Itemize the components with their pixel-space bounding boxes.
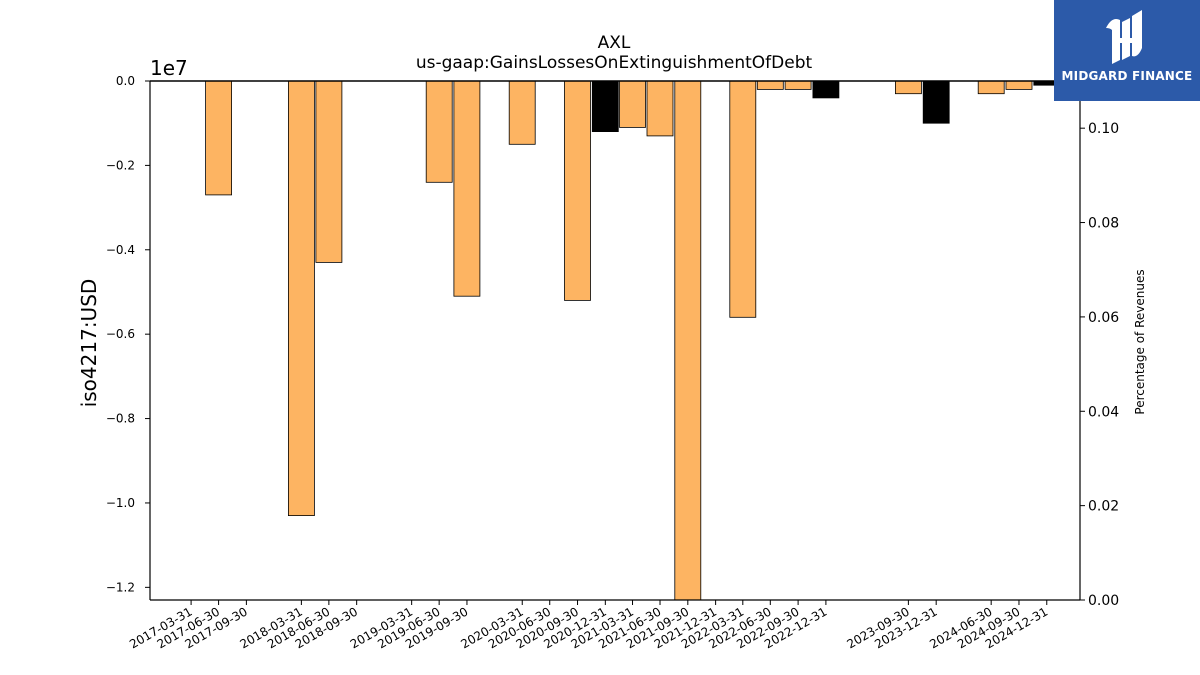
bar	[674, 80, 702, 601]
y2-tick-label: 0.00	[1088, 593, 1119, 609]
y2-tick-label: 0.02	[1088, 499, 1119, 515]
bar	[756, 80, 784, 90]
logo-text: MIDGARD FINANCE	[1061, 69, 1193, 83]
bar	[564, 80, 591, 301]
bar	[729, 80, 757, 318]
y-tick-label: −0.4	[106, 243, 135, 257]
bar	[646, 80, 674, 137]
bar	[977, 80, 1005, 95]
bar	[784, 80, 812, 90]
y-tick-label: −1.0	[106, 496, 135, 510]
y2-axis-label: Percentage of Revenues	[1133, 269, 1147, 414]
bar	[315, 80, 343, 263]
y2-tick-label: 0.06	[1088, 310, 1119, 326]
y-offset-label: 1e7	[150, 56, 188, 80]
chart-title: AXL	[598, 33, 631, 53]
bar	[205, 80, 233, 196]
y2-tick-label: 0.10	[1088, 121, 1119, 137]
bar	[287, 80, 315, 517]
y-tick-label: −1.2	[106, 580, 135, 594]
bar	[812, 80, 840, 99]
bar	[591, 80, 619, 132]
brand-logo: MIDGARD FINANCE	[1054, 0, 1200, 101]
bar	[1005, 80, 1033, 90]
y2-tick-label: 0.08	[1088, 216, 1119, 232]
bar	[453, 80, 481, 297]
y-tick-label: 0.0	[116, 74, 135, 88]
y-axis-label: iso4217:USD	[77, 279, 101, 408]
logo-mark-icon	[1106, 10, 1142, 64]
bar	[425, 80, 453, 183]
bar	[619, 80, 646, 128]
bar	[922, 80, 950, 124]
bar	[895, 80, 922, 95]
y2-tick-label: 0.04	[1088, 404, 1119, 420]
y-tick-label: −0.2	[106, 158, 135, 172]
y-tick-label: −0.8	[106, 412, 135, 426]
bars-group	[205, 80, 1061, 601]
bar	[508, 80, 536, 145]
y-tick-label: −0.6	[106, 327, 135, 341]
chart-subtitle: us-gaap:GainsLossesOnExtinguishmentOfDeb…	[416, 53, 813, 73]
axes-group: 0.0 −0.2 −0.4 −0.6 −0.8 −1.0 −1.2 0.00 0.02 0.04 0…	[106, 74, 1119, 651]
